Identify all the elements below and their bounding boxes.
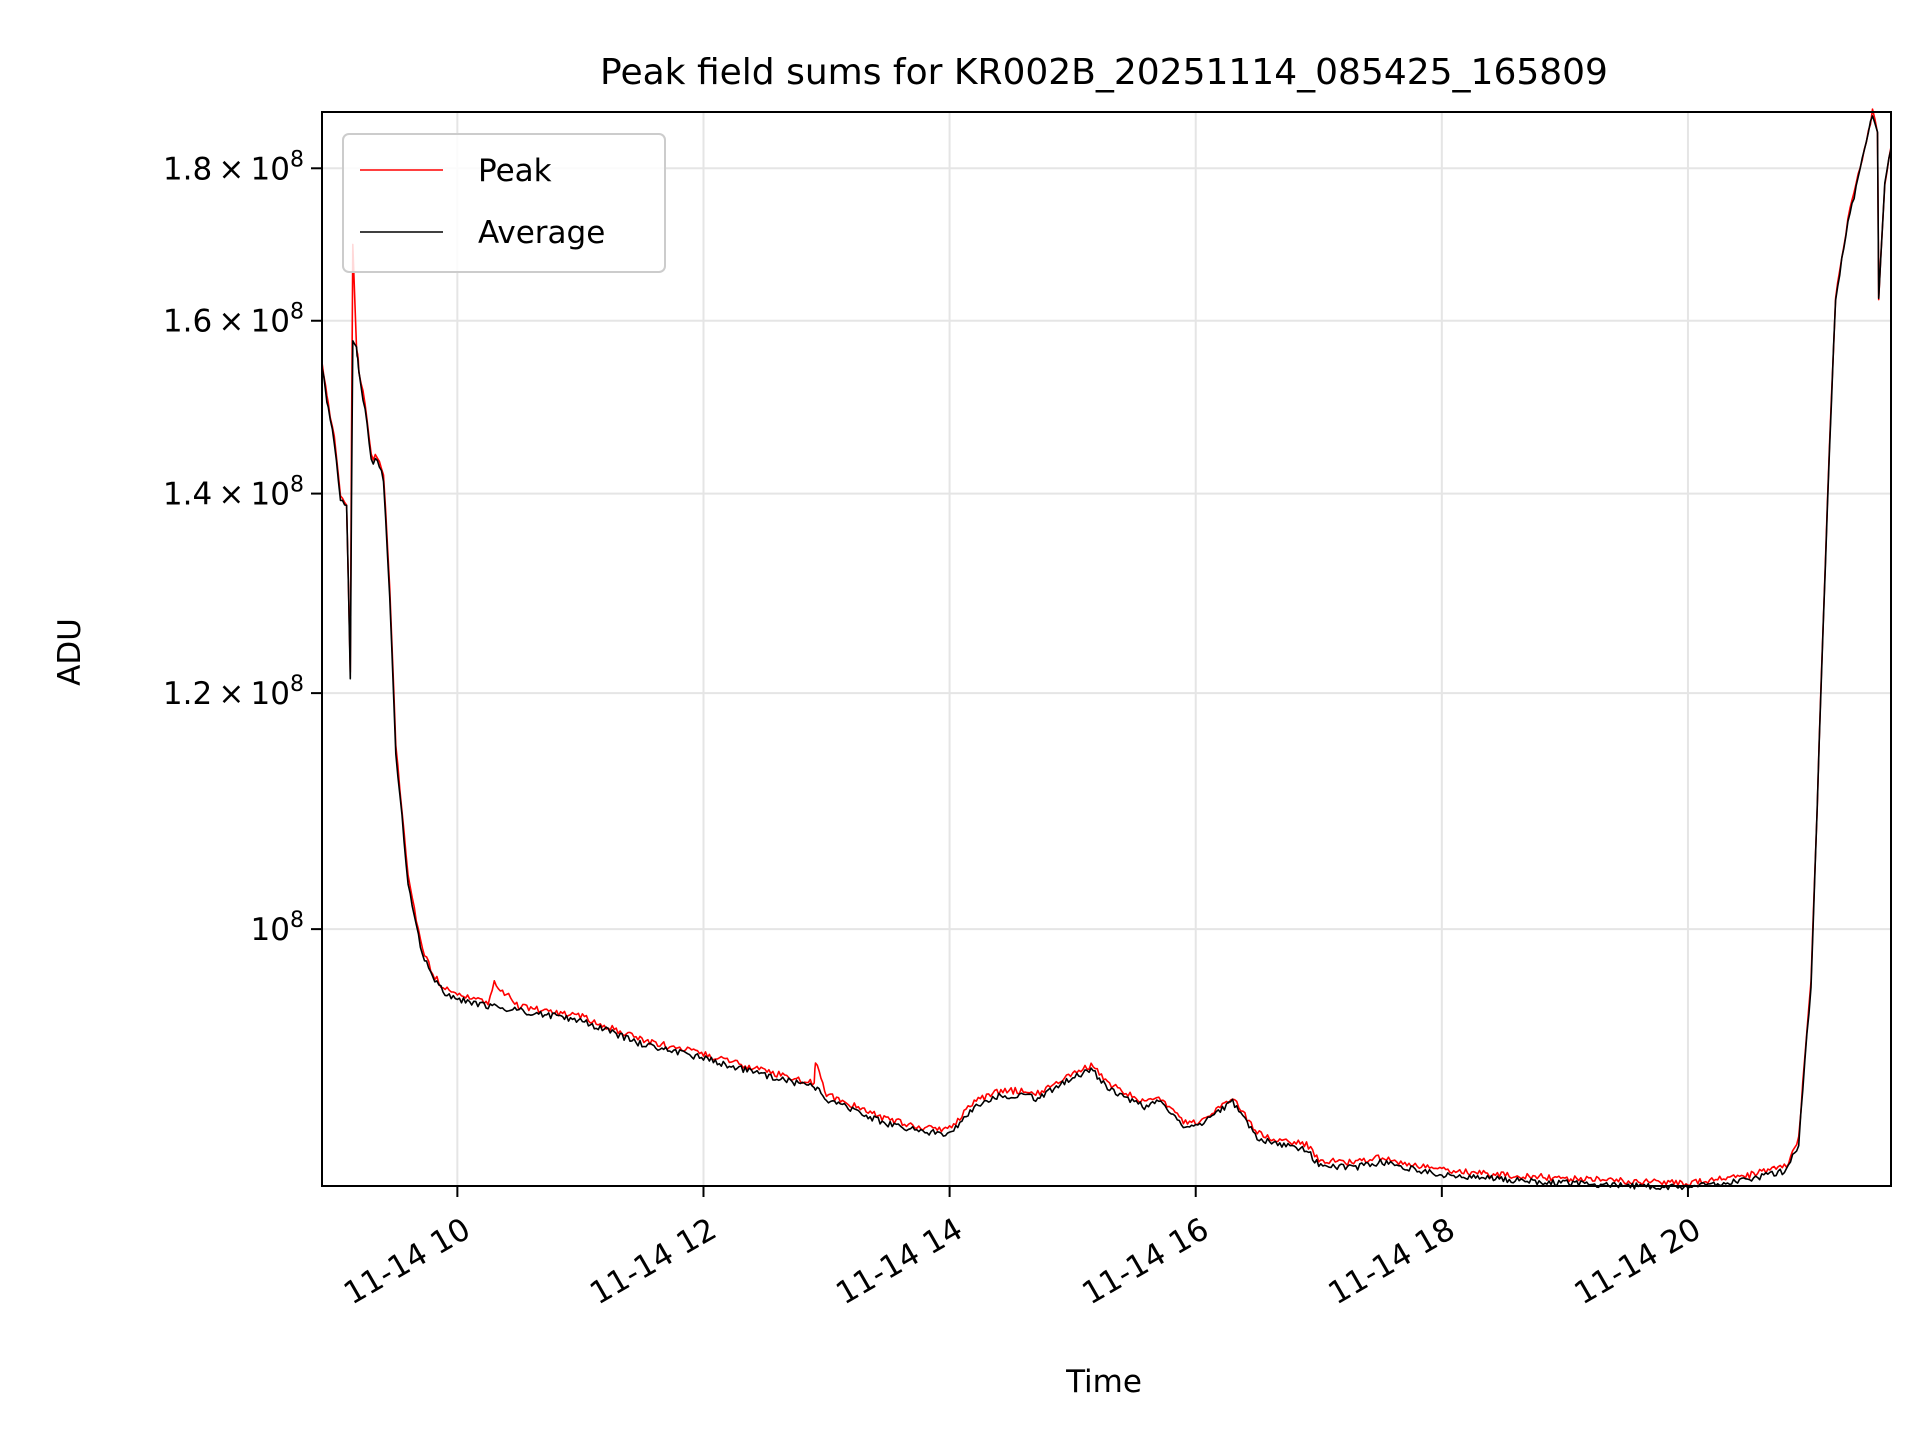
x-axis-label: Time (1065, 1364, 1142, 1400)
series-line-peak (321, 108, 1892, 1187)
y-tick-label: 1.2 × 108 (163, 672, 304, 712)
legend-label-average: Average (478, 215, 605, 251)
legend: Peak Average (342, 133, 666, 273)
y-tick-label: 108 (251, 908, 304, 948)
y-axis: 108 1.2 × 108 1.4 × 108 1.6 × 108 1.8 × 108 (163, 147, 322, 948)
y-tick-label: 1.4 × 108 (163, 473, 304, 513)
y-tick-label: 1.6 × 108 (163, 300, 304, 340)
chart-title: Peak field sums for KR002B_20251114_0854… (600, 52, 1608, 93)
y-axis-label: ADU (52, 618, 88, 686)
plot-frame (321, 111, 1892, 1187)
y-tick-label: 1.8 × 108 (163, 147, 304, 187)
legend-label-peak: Peak (478, 153, 552, 189)
legend-box (342, 133, 666, 273)
